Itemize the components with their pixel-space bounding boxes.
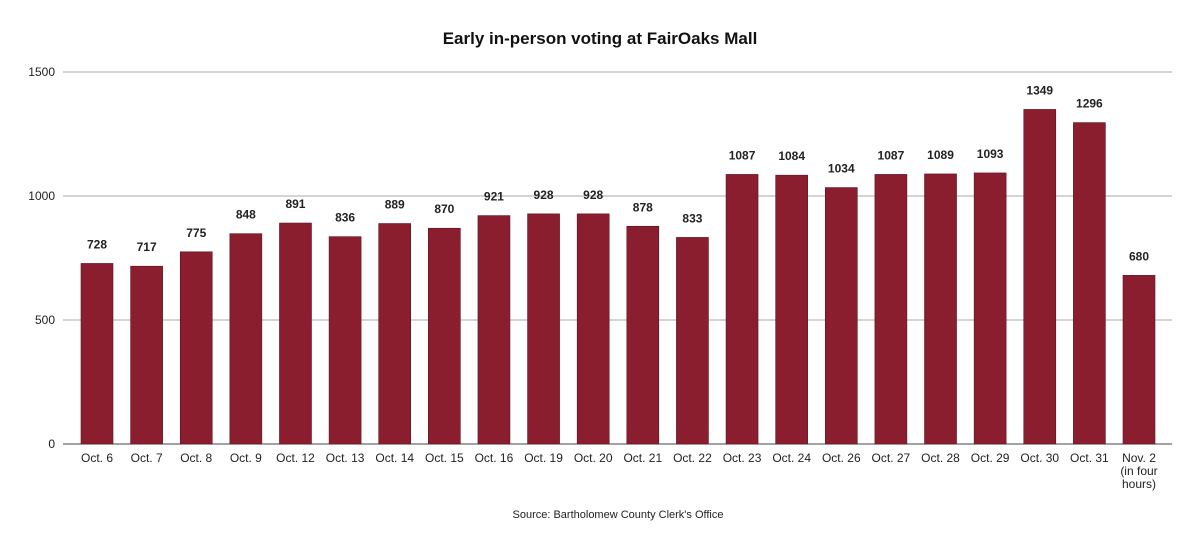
- source-note: Source: Bartholomew County Clerk's Offic…: [513, 509, 724, 521]
- y-tick-label: 1500: [28, 65, 55, 79]
- y-tick-label: 500: [35, 313, 55, 327]
- bar: [626, 225, 660, 445]
- x-tick-label: Oct. 29: [971, 451, 1010, 465]
- data-label: 870: [434, 202, 454, 216]
- y-tick-label: 0: [48, 437, 55, 451]
- bar: [676, 237, 709, 445]
- data-label: 928: [534, 188, 554, 202]
- x-tick-label: Oct. 20: [574, 451, 613, 465]
- x-tick-label: Oct. 6: [81, 451, 113, 465]
- y-tick-label: 1000: [28, 189, 55, 203]
- data-label: 833: [682, 211, 702, 225]
- data-label: 1349: [1026, 83, 1053, 97]
- x-tick-label: Oct. 14: [375, 451, 414, 465]
- data-label: 889: [385, 198, 405, 212]
- bar: [576, 213, 610, 445]
- data-label: 891: [285, 197, 305, 211]
- x-tick-label: Oct. 31: [1070, 451, 1109, 465]
- bar: [428, 227, 461, 445]
- x-tick-label: Oct. 9: [230, 451, 262, 465]
- x-tick-label: Oct. 8: [180, 451, 212, 465]
- x-tick-label: Oct. 26: [822, 451, 861, 465]
- bar: [775, 174, 808, 445]
- x-tick-label: Oct. 27: [872, 451, 911, 465]
- x-tick-label: Oct. 24: [772, 451, 811, 465]
- x-tick-label: Oct. 21: [623, 451, 662, 465]
- data-label: 921: [484, 190, 504, 204]
- bar: [527, 213, 560, 445]
- bar: [874, 174, 908, 445]
- chart-title: Early in-person voting at FairOaks Mall: [443, 29, 758, 48]
- bar: [824, 187, 858, 445]
- x-tick-label: Oct. 22: [673, 451, 712, 465]
- data-label: 928: [583, 188, 603, 202]
- data-label: 878: [633, 200, 653, 214]
- bar: [973, 172, 1007, 445]
- bar: [328, 236, 362, 445]
- x-tick-label: Nov. 2 (in four hours): [1120, 451, 1157, 491]
- bar: [924, 173, 957, 445]
- data-label: 775: [186, 226, 206, 240]
- data-label: 1084: [778, 149, 805, 163]
- bar: [1023, 109, 1057, 445]
- bar: [279, 222, 312, 445]
- bar: [229, 233, 263, 445]
- bar: [80, 263, 114, 445]
- bar: [179, 251, 213, 445]
- x-tick-label: Oct. 28: [921, 451, 960, 465]
- data-label: 1089: [927, 148, 954, 162]
- x-tick-label: Oct. 12: [276, 451, 315, 465]
- bars: [80, 109, 1156, 445]
- bar: [725, 174, 759, 445]
- x-tick-label: Oct. 7: [131, 451, 163, 465]
- x-tick-label: Oct. 15: [425, 451, 464, 465]
- x-tick-label: Oct. 23: [723, 451, 762, 465]
- data-label: 1087: [878, 148, 905, 162]
- x-tick-label: Oct. 19: [524, 451, 563, 465]
- data-label: 717: [137, 240, 157, 254]
- bar: [477, 215, 511, 445]
- data-label: 836: [335, 211, 355, 225]
- category-labels: Oct. 6 Oct. 7 Oct. 8 Oct. 9 Oct. 12 Oct. 13 Oc…: [81, 451, 1158, 491]
- bar: [1122, 275, 1156, 445]
- data-labels: 728 717 775 848 891 836 889 870 921 928 928 878 833 1…: [87, 83, 1149, 263]
- data-label: 1093: [977, 147, 1004, 161]
- data-label: 848: [236, 208, 256, 222]
- bar: [378, 223, 412, 445]
- data-label: 1296: [1076, 97, 1103, 111]
- bar: [130, 265, 163, 445]
- data-label: 1087: [729, 148, 756, 162]
- data-label: 680: [1129, 249, 1149, 263]
- x-tick-label: Oct. 30: [1020, 451, 1059, 465]
- data-label: 1034: [828, 162, 855, 176]
- x-tick-label: Oct. 16: [475, 451, 514, 465]
- bar: [1073, 122, 1106, 445]
- data-label: 728: [87, 237, 107, 251]
- x-tick-label: Oct. 13: [326, 451, 365, 465]
